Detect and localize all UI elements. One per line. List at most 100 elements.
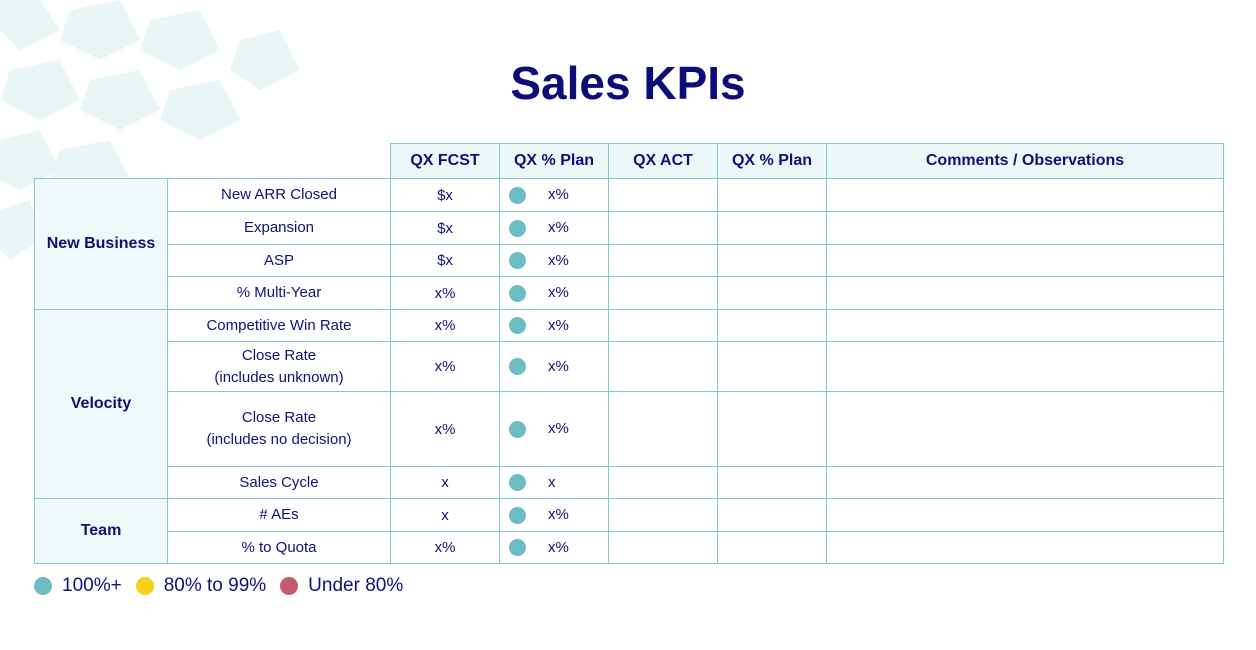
plan-value: x% [548,284,569,302]
legend: 100%+ 80% to 99% Under 80% [34,575,417,597]
plan-cell: x% [499,309,609,342]
plan-cell: x% [499,211,609,245]
table-body: New Business New ARR Closed $x x% Expansion $… [34,178,1224,564]
legend-label: Under 80% [308,575,404,596]
table-row: ASP $x x% [35,244,1224,277]
column-header: QX FCST [390,143,500,179]
actual-plan-cell [717,341,827,392]
actual-cell [608,178,718,212]
plan-value: x% [548,538,569,556]
table-row: Velocity Competitive Win Rate x% x% [34,309,1224,499]
plan-value: x% [548,219,569,237]
forecast-cell: x [390,498,500,532]
group-label: New Business [34,178,168,310]
metric-name: % to Quota [167,531,391,564]
status-dot [509,539,526,557]
forecast-cell: x% [390,341,500,392]
title: Sales KPIs [510,57,746,109]
table-row: Team # AEs x x% [34,498,1224,564]
table-row: Expansion $x x% [35,211,1224,245]
comments-cell [826,244,1224,277]
actual-plan-cell [717,466,827,499]
forecast-cell: x [390,466,500,499]
column-header: QX % Plan [717,143,827,179]
table-row: New Business New ARR Closed $x x% [34,178,1224,310]
metric-name: Close Rate (includes unknown) [167,341,391,392]
actual-cell [608,391,718,467]
metric-name: Close Rate (includes no decision) [167,391,391,467]
comments-cell [826,276,1224,310]
actual-cell [608,498,718,532]
comments-cell [826,309,1224,342]
plan-cell: x% [499,244,609,277]
forecast-cell: $x [390,211,500,245]
status-dot [509,219,526,237]
table-row: % to Quota x% x% [35,531,1224,564]
header-row: QX FCST QX % Plan QX ACT QX % Plan Comments … [35,143,1224,179]
actual-cell [608,309,718,342]
table-row: Sales Cycle x x [35,466,1224,499]
forecast-cell: $x [390,244,500,277]
actual-cell [608,244,718,277]
metric-name: New ARR Closed [167,178,391,212]
status-dot [509,284,526,302]
metric-name: # AEs [167,498,391,532]
plan-value: x% [548,186,569,204]
forecast-cell: x% [390,309,500,342]
comments-cell [826,211,1224,245]
plan-cell: x% [499,276,609,310]
status-dot [509,317,526,335]
actual-cell [608,211,718,245]
metric-name: Expansion [167,211,391,245]
forecast-cell: x% [390,531,500,564]
plan-value: x% [548,357,569,375]
status-dot [509,252,526,270]
actual-cell [608,341,718,392]
status-dot [509,186,526,204]
column-header: Comments / Observations [826,143,1224,179]
actual-plan-cell [717,211,827,245]
table-row: Close Rate (includes no decision) x% x% [35,391,1224,467]
plan-value: x% [548,506,569,524]
plan-value: x [548,473,556,491]
actual-plan-cell [717,391,827,467]
actual-plan-cell [717,309,827,342]
plan-cell: x% [499,498,609,532]
actual-plan-cell [717,531,827,564]
forecast-cell: x% [390,276,500,310]
status-dot [509,506,526,524]
comments-cell [826,466,1224,499]
plan-cell: x% [499,531,609,564]
status-dot [509,358,526,376]
status-dot [509,420,526,438]
group-label: Velocity [34,309,168,499]
comments-cell [826,391,1224,467]
forecast-cell: x% [390,391,500,467]
plan-value: x% [548,316,569,334]
legend-dot [135,577,154,595]
actual-plan-cell [717,178,827,212]
plan-cell: x% [499,391,609,467]
metric-name: Sales Cycle [167,466,391,499]
status-dot [509,474,526,492]
plan-cell: x% [499,341,609,392]
comments-cell [826,341,1224,392]
table-row: % Multi-Year x% x% [35,276,1224,310]
actual-cell [608,531,718,564]
table-row: Close Rate (includes unknown) x% x% [35,341,1224,392]
column-header: QX % Plan [499,143,609,179]
actual-cell [608,466,718,499]
group-label: Team [34,498,168,564]
blank-header [35,144,391,179]
comments-cell [826,531,1224,564]
comments-cell [826,178,1224,212]
kpi-table: QX FCST QX % Plan QX ACT QX % Plan Comments … [34,143,1224,564]
column-header: QX ACT [608,143,718,179]
legend-dot [34,577,52,595]
forecast-cell: $x [390,178,500,212]
actual-plan-cell [717,244,827,277]
legend-label: 80% to 99% [163,575,267,596]
actual-plan-cell [717,498,827,532]
actual-cell [608,276,718,310]
